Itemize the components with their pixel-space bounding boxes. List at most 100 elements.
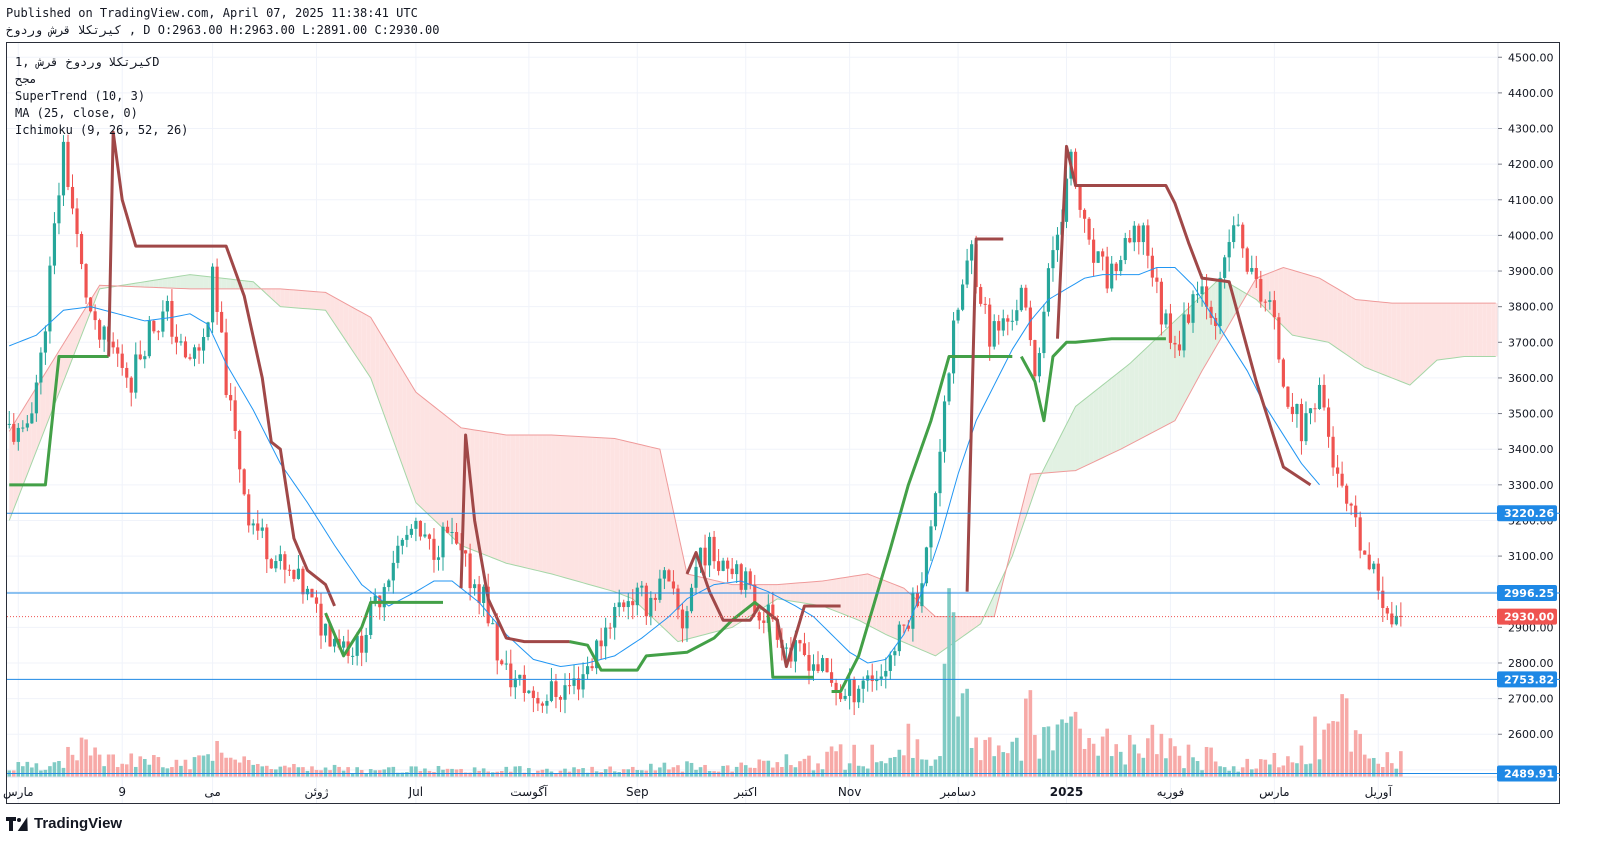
volume-bar	[947, 588, 951, 777]
volume-bar	[739, 762, 744, 777]
candle-body	[98, 320, 102, 340]
candle-body	[870, 675, 874, 682]
candle-body	[852, 679, 856, 703]
legend-symbol[interactable]: کیرتکلا وردوخ قرش ,1D	[15, 55, 160, 69]
candle-body	[1367, 554, 1371, 570]
price-tick-label: 4000.00	[1508, 229, 1554, 242]
candle-body	[351, 655, 355, 657]
legend-volume[interactable]: مجح	[15, 72, 37, 86]
price-tick-label: 3400.00	[1508, 443, 1554, 456]
cloud-segment	[881, 579, 886, 635]
cloud-segment	[863, 573, 868, 625]
volume-bar	[1186, 744, 1191, 777]
cloud-segment	[546, 434, 552, 574]
cloud-segment	[1129, 359, 1135, 445]
volume-bar	[287, 767, 292, 777]
published-header: Published on TradingView.com, April 07, …	[6, 6, 418, 20]
volume-bar	[1100, 736, 1105, 777]
candle-body	[1055, 234, 1060, 251]
tradingview-brand[interactable]: TradingView	[6, 815, 122, 832]
candle-body	[1168, 313, 1173, 343]
supertrend-up-line	[9, 355, 109, 487]
candle-body	[771, 604, 775, 620]
volume-bar	[106, 754, 111, 777]
volume-bar	[563, 768, 567, 777]
cloud-segment	[759, 584, 764, 611]
time-tick-label: اکتبر	[733, 785, 757, 800]
candle-body	[549, 681, 554, 701]
candle-body	[1232, 225, 1236, 243]
candle-body	[956, 309, 960, 321]
volume-bar	[75, 760, 79, 777]
candle-body	[1033, 340, 1037, 377]
cloud-segment	[1364, 300, 1370, 370]
volume-bar	[1123, 764, 1128, 777]
volume-bar	[445, 768, 450, 777]
volume-bar	[233, 759, 237, 777]
cloud-segment	[67, 329, 73, 370]
candle-body	[1001, 318, 1005, 331]
cloud-segment	[1319, 278, 1325, 342]
candle-body	[586, 666, 590, 675]
candle-body	[360, 635, 364, 653]
candle-body	[970, 244, 974, 261]
volume-bar	[924, 759, 929, 777]
legend-supertrend[interactable]: SuperTrend (10, 3)	[15, 89, 146, 103]
candle-body	[739, 564, 743, 590]
volume-bar	[1132, 744, 1137, 777]
cloud-segment	[1324, 280, 1329, 343]
cloud-segment	[1202, 290, 1207, 371]
volume-bar	[852, 744, 856, 777]
volume-bar	[79, 737, 84, 777]
brand-name: TradingView	[34, 815, 123, 832]
cloud-segment	[781, 583, 787, 601]
cloud-segment	[664, 469, 669, 634]
candle-body	[1092, 239, 1096, 263]
cloud-segment	[244, 280, 249, 289]
cloud-segment	[827, 579, 832, 610]
volume-bar	[992, 756, 997, 777]
candle-body	[292, 569, 296, 579]
cloud-segment	[845, 576, 850, 617]
cloud-segment	[388, 347, 394, 441]
candle-body	[305, 588, 310, 595]
candle-body	[143, 356, 147, 360]
legend-ichimoku[interactable]: Ichimoku (9, 26, 52, 26)	[15, 123, 189, 137]
cloud-segment	[1495, 303, 1498, 357]
candle-body	[206, 322, 210, 337]
cloud-segment	[1066, 415, 1072, 472]
candle-body	[961, 284, 965, 310]
candle-body	[563, 685, 567, 700]
candle-body	[1137, 225, 1141, 243]
volume-bar	[545, 768, 549, 777]
legend-ma[interactable]: MA (25, close, 0)	[15, 106, 138, 120]
volume-bar	[414, 766, 418, 777]
volume-bar	[278, 766, 283, 777]
candle-body	[1051, 250, 1055, 269]
candle-body	[12, 423, 16, 442]
candle-body	[84, 264, 88, 298]
price-tick-label: 4200.00	[1508, 158, 1554, 171]
candle-body	[929, 526, 933, 548]
candle-body	[1019, 287, 1023, 311]
cloud-segment	[619, 439, 624, 596]
volume-bar	[1317, 759, 1322, 777]
volume-bar	[1322, 729, 1326, 777]
volume-bar	[1109, 756, 1114, 777]
volume-bar	[752, 767, 757, 777]
cloud-segment	[266, 288, 272, 299]
cloud-segment	[1174, 316, 1180, 421]
volume-bar	[179, 765, 183, 777]
volume-bar	[1385, 752, 1390, 777]
volume-bar	[888, 757, 893, 777]
candle-body	[486, 586, 490, 624]
candle-body	[653, 597, 657, 600]
volume-bar	[987, 737, 992, 777]
cloud-segment	[293, 289, 299, 309]
candle-body	[30, 413, 34, 424]
cloud-segment	[1152, 338, 1157, 433]
cloud-segment	[1075, 402, 1081, 471]
candle-body	[775, 619, 779, 640]
candle-body	[210, 266, 215, 323]
